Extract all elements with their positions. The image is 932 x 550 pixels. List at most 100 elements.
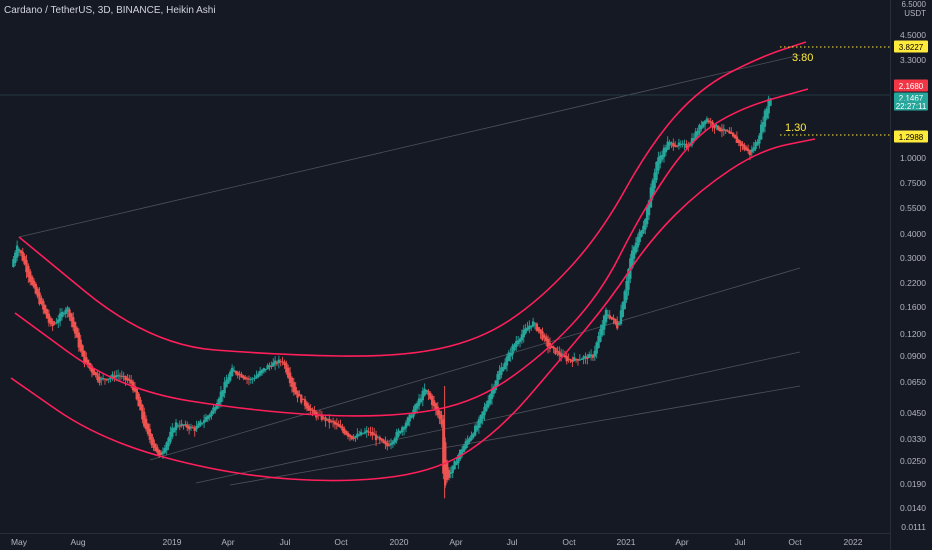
down-candle [730, 132, 733, 135]
up-candle [111, 374, 114, 379]
down-candle [447, 469, 451, 478]
down-candle [726, 130, 729, 132]
price-tick-label: 4.5000 [900, 30, 926, 40]
down-candle [247, 378, 251, 380]
down-candle [546, 338, 550, 348]
candle-layer [12, 95, 772, 499]
down-candle [158, 449, 161, 456]
down-candle [713, 124, 716, 129]
up-candle [466, 439, 469, 445]
time-axis[interactable]: May Aug 2019 Apr Jul Oct 2020 Apr Jul Oct 2021 Apr J… [11, 537, 863, 547]
up-candle [464, 441, 468, 449]
last-high-tag [894, 79, 928, 92]
down-candle [279, 361, 282, 363]
up-candle [515, 341, 518, 348]
up-candle [640, 230, 643, 237]
up-candle [488, 394, 492, 404]
down-candle [746, 148, 750, 152]
down-candle [337, 423, 340, 427]
down-candle [556, 350, 559, 352]
up-candle [700, 125, 703, 129]
down-candle [343, 428, 346, 434]
up-candle [524, 328, 527, 334]
up-candle [395, 432, 398, 441]
down-candle [335, 423, 339, 425]
up-candle [756, 141, 759, 146]
up-candle [425, 389, 428, 393]
up-candle [417, 398, 421, 406]
down-candle [90, 365, 94, 373]
down-candle [154, 443, 157, 452]
down-candle [285, 363, 288, 373]
up-candle [636, 236, 640, 248]
up-candle [208, 414, 211, 418]
up-candle [769, 98, 772, 106]
down-candle [563, 355, 567, 358]
price-axis[interactable]: 4.50003.30001.50001.00000.75000.55000.40… [900, 0, 927, 532]
up-candle [401, 427, 404, 433]
price-tick-label: 0.3000 [900, 253, 926, 263]
down-candle [341, 426, 344, 431]
down-candle [576, 359, 580, 361]
up-candle [109, 377, 112, 380]
up-candle [356, 433, 359, 438]
price-tick-label: 0.1600 [900, 302, 926, 312]
down-candle [541, 331, 544, 340]
down-candle [535, 323, 539, 331]
down-candle [30, 276, 34, 285]
up-candle [189, 426, 193, 428]
up-candle [690, 138, 694, 145]
up-candle [765, 108, 768, 119]
down-candle [236, 372, 239, 376]
up-candle [163, 448, 167, 453]
down-candle [386, 442, 389, 447]
down-candle [743, 144, 746, 150]
price-tick-label: 3.3000 [900, 55, 926, 65]
up-candle [171, 427, 174, 437]
up-candle [703, 120, 707, 125]
down-candle [591, 355, 595, 358]
down-candle [745, 147, 748, 151]
down-candle [152, 439, 155, 448]
time-tick-label: 2020 [390, 537, 409, 547]
up-candle [761, 122, 765, 132]
last-high-tag-label: 2.1680 [899, 82, 924, 91]
up-candle [457, 455, 460, 464]
up-candle [677, 142, 681, 146]
up-candle [354, 436, 357, 439]
up-candle [752, 147, 755, 151]
down-candle [283, 361, 286, 365]
trendline [229, 385, 801, 486]
up-candle [606, 314, 610, 316]
down-candle [182, 424, 185, 426]
down-candle [707, 120, 711, 123]
up-candle [107, 378, 110, 380]
down-candle [322, 417, 325, 419]
down-candle [49, 318, 52, 325]
time-tick-label: Apr [449, 537, 462, 547]
up-candle [509, 352, 512, 357]
up-candle [421, 390, 425, 401]
down-candle [240, 373, 243, 378]
down-candle [292, 382, 296, 392]
up-candle [273, 360, 277, 365]
down-candle [328, 418, 331, 423]
up-candle [470, 435, 473, 441]
up-candle [195, 425, 198, 430]
up-candle [264, 368, 267, 370]
down-candle [330, 420, 333, 422]
down-candle [244, 376, 247, 380]
down-candle [346, 432, 350, 437]
up-candle [767, 98, 770, 114]
up-candle [100, 378, 103, 380]
down-candle [96, 373, 99, 380]
down-candle [344, 431, 348, 435]
up-candle [593, 350, 597, 357]
up-candle [184, 424, 187, 426]
price-tick-label: 0.0140 [900, 503, 926, 513]
up-candle [518, 338, 522, 343]
down-candle [539, 329, 542, 334]
up-candle [277, 359, 281, 364]
up-candle [399, 431, 402, 434]
